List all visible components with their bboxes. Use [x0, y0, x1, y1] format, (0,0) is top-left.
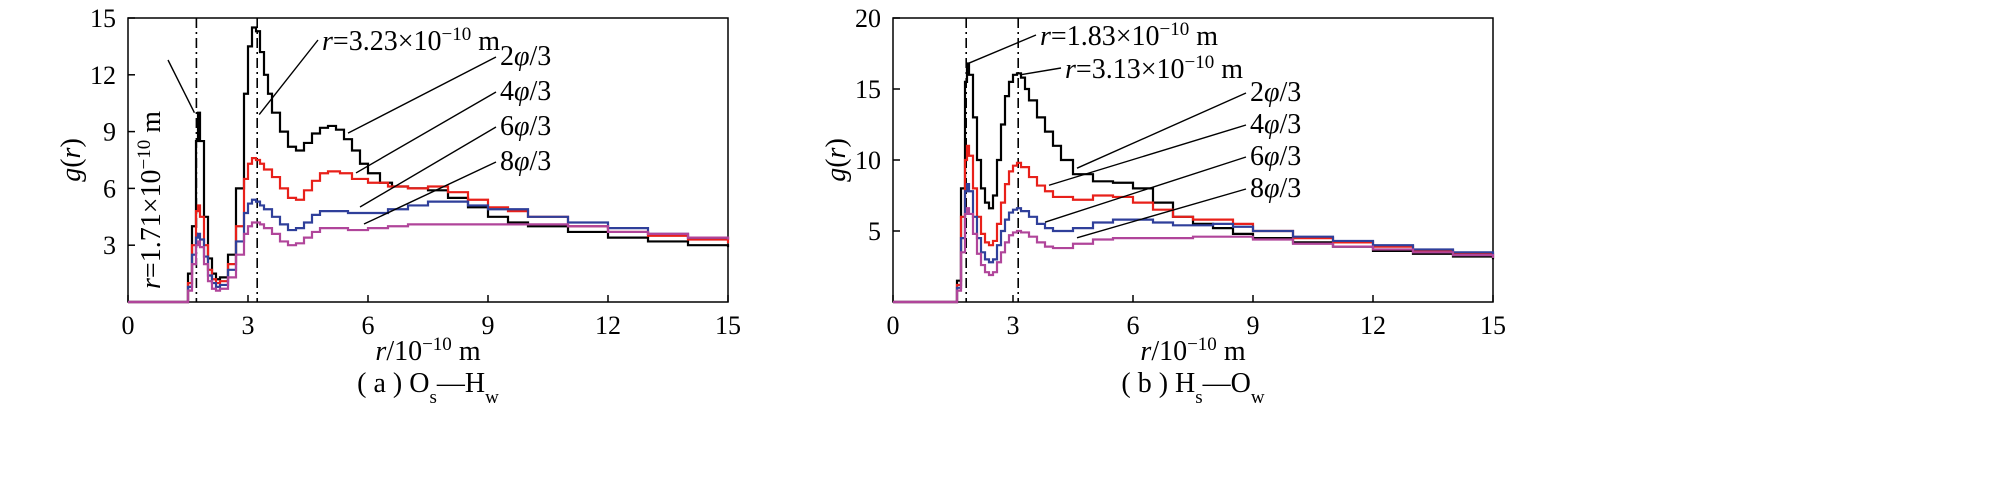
x-tick-label: 15 [715, 311, 741, 340]
annotation-leader-line [258, 39, 319, 115]
series-leader-line [355, 91, 497, 174]
x-tick-label: 3 [242, 311, 255, 340]
series-label: 2φ/3 [500, 41, 551, 72]
x-axis-title: r/10−10 m [375, 334, 480, 368]
x-tick-label: 6 [1127, 311, 1140, 340]
chart-panel-a: 0 3 6 9 12 15 3 6 9 12 15 r/10−10 m g(r) ( a ) Os—Hw 2… [56, 4, 741, 408]
series-label: 6φ/3 [1250, 141, 1301, 172]
series-line-1 [128, 26, 730, 304]
x-tick-label: 9 [1247, 311, 1260, 340]
series-line-2 [128, 157, 730, 304]
series-line-1 [893, 62, 1495, 304]
x-tick-label: 3 [1007, 311, 1020, 340]
plot-frame [127, 17, 729, 303]
series-label: 8φ/3 [1250, 173, 1301, 204]
x-axis-title: r/10−10 m [1140, 334, 1245, 368]
y-tick-label: 20 [855, 4, 881, 33]
y-axis-title: g(r) [821, 138, 852, 182]
x-tick-label: 12 [595, 311, 621, 340]
x-tick-label: 6 [362, 311, 375, 340]
series-label: 4φ/3 [1250, 109, 1301, 140]
series-line-4 [128, 221, 730, 304]
panel-caption: ( a ) Os—Hw [357, 368, 499, 408]
series-leader-line [1048, 124, 1247, 186]
x-tick-label: 12 [1360, 311, 1386, 340]
y-tick-label: 9 [103, 118, 116, 147]
peak-annotation: r=1.83×10−10 m [1040, 19, 1218, 53]
series-label: 8φ/3 [500, 146, 551, 177]
peak-annotation: r=1.71×10−10 m [134, 111, 168, 289]
series-label: 4φ/3 [500, 76, 551, 107]
x-tick-label: 0 [887, 311, 900, 340]
y-tick-label: 6 [103, 174, 116, 203]
peak-annotation: r=3.23×10−10 m [322, 24, 500, 58]
x-tick-label: 15 [1480, 311, 1506, 340]
y-tick-label: 10 [855, 146, 881, 175]
series-line-3 [893, 183, 1495, 304]
annotation-leader-line [967, 34, 1037, 65]
panel-caption: ( b ) Hs—Ow [1121, 368, 1265, 408]
series-leader-line [1076, 92, 1247, 169]
x-tick-label: 9 [482, 311, 495, 340]
y-axis-title: g(r) [56, 138, 87, 182]
series-leader-line [347, 56, 497, 134]
series-leader-line [1044, 156, 1247, 223]
series-line-4 [893, 207, 1495, 304]
y-tick-label: 15 [90, 4, 116, 33]
y-tick-label: 12 [90, 61, 116, 90]
series-label: 2φ/3 [1250, 77, 1301, 108]
annotation-leader-line [1020, 67, 1062, 76]
y-tick-label: 5 [868, 217, 881, 246]
x-tick-label: 0 [122, 311, 135, 340]
y-tick-label: 3 [103, 231, 116, 260]
chart-panel-b: 0 3 6 9 12 15 5 10 15 20 r/10−10 m g(r) ( b ) Hs—Ow 2… [821, 4, 1506, 408]
series-leader-line [1076, 188, 1247, 239]
peak-annotation: r=3.13×10−10 m [1065, 52, 1243, 86]
series-leader-line [363, 161, 497, 225]
series-leader-line [359, 126, 497, 208]
series-line-3 [128, 198, 730, 304]
annotation-leader-line [167, 59, 196, 113]
series-label: 6φ/3 [500, 111, 551, 142]
y-tick-label: 15 [855, 75, 881, 104]
